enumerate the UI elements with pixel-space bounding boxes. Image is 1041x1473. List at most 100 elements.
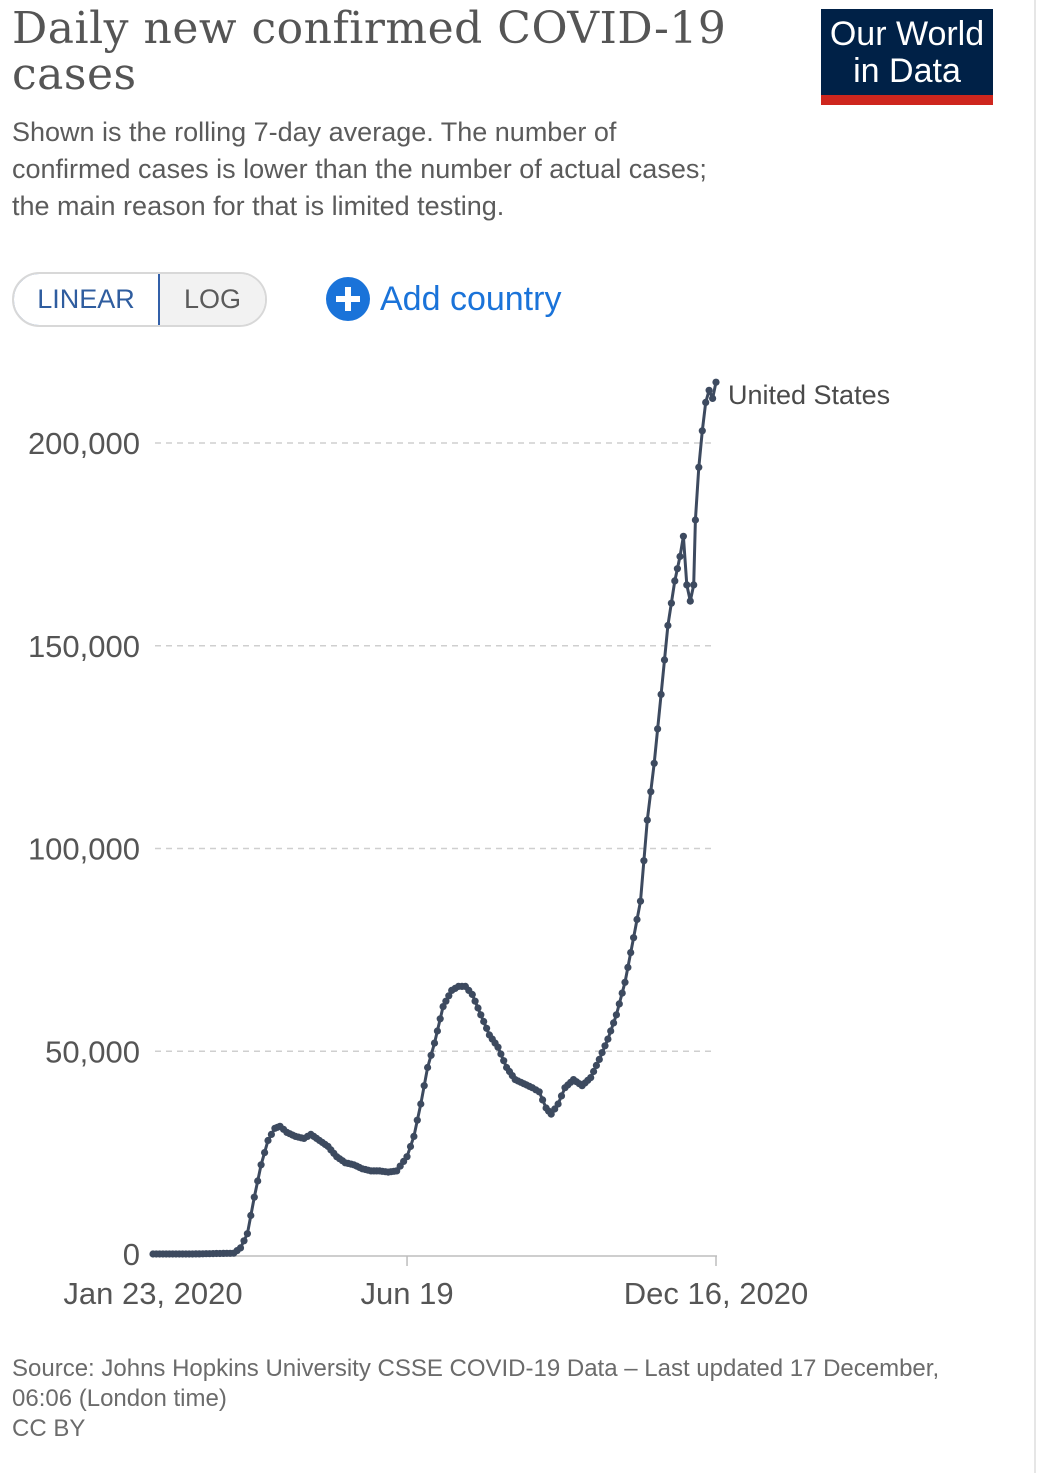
linear-scale-button[interactable]: LINEAR [14,274,160,325]
x-tick-label: Jan 23, 2020 [63,1276,242,1311]
data-point [240,1237,248,1245]
line-chart: 0 50,000 100,000 150,000 200,000 Jan 23, 2020… [28,378,890,1311]
data-point [243,1230,251,1238]
data-point [557,1092,566,1100]
chart-footer: Source: Johns Hopkins University CSSE CO… [12,1354,972,1444]
data-point [554,1100,562,1108]
add-country-button[interactable]: Add country [326,276,561,322]
data-point [468,990,476,999]
data-point [403,1153,411,1161]
data-point [436,1015,444,1023]
data-point [410,1132,418,1140]
plus-circle-icon [326,277,370,321]
data-point [640,857,648,865]
data-point [433,1027,441,1035]
data-point [654,725,662,733]
logo-text: Our World in Data [829,15,985,90]
data-point [695,463,703,471]
data-point [500,1057,508,1065]
data-point [427,1051,435,1059]
data-point [633,915,641,924]
data-point [671,577,679,585]
data-point [712,378,720,386]
data-point [592,1061,601,1069]
data-point [636,897,645,905]
source-note: Source: Johns Hopkins University CSSE CO… [12,1355,940,1412]
data-point [705,386,713,394]
y-tick-label: 0 [123,1237,140,1272]
data-point [477,1011,485,1019]
data-point [413,1116,421,1124]
data-point [417,1100,425,1108]
data-point [604,1035,612,1043]
data-point [667,599,676,607]
x-tick-label: Dec 16, 2020 [624,1276,808,1311]
data-point [474,1004,482,1012]
logo-accent-bar [821,95,993,105]
data-point [647,788,655,796]
data-point [250,1193,258,1201]
data-point [598,1049,606,1057]
data-point [442,997,450,1005]
data-point [621,978,629,986]
data-point [539,1096,547,1104]
data-point [471,997,479,1005]
series-line-united-states [153,381,718,1256]
data-point [430,1039,439,1047]
data-point [630,934,638,942]
owid-logo[interactable]: Our World in Data [821,9,993,105]
data-point [673,565,682,573]
data-point [702,398,710,406]
data-point [618,989,626,997]
data-point [247,1211,255,1220]
data-point [590,1067,598,1076]
data-point [483,1024,491,1032]
data-point [615,1000,623,1008]
data-point [267,1130,275,1138]
data-point [627,949,635,957]
data-point [547,1110,555,1118]
series-label-united-states: United States [728,380,890,410]
chart-title: Daily new confirmed COVID-19 cases [12,3,727,100]
data-point [664,621,672,630]
data-point [610,1019,618,1027]
data-point [406,1142,415,1151]
data-point [535,1088,543,1096]
data-point [624,963,632,972]
data-point [261,1149,269,1157]
data-point [264,1136,272,1145]
data-point [494,1043,502,1051]
data-point [690,581,698,589]
data-point [439,1003,447,1011]
y-tick-label: 150,000 [28,629,140,664]
data-point [612,1011,621,1019]
add-country-label: Add country [380,279,562,318]
data-point [657,690,665,698]
data-point [254,1177,262,1185]
data-point [424,1063,432,1072]
data-point [679,532,688,540]
data-point [709,394,717,402]
data-point [257,1161,265,1169]
y-tick-label: 200,000 [28,426,140,461]
data-point [643,816,651,824]
data-point [660,656,669,664]
x-tick-label: Jun 19 [360,1276,453,1311]
data-point [698,427,706,435]
data-point [497,1050,505,1058]
log-scale-button[interactable]: LOG [160,274,265,325]
data-point [480,1017,488,1026]
data-point [607,1027,615,1035]
y-tick-label: 50,000 [45,1034,140,1069]
data-point [691,516,700,524]
data-point [601,1042,609,1050]
page-edge-rule [1034,0,1036,1473]
data-point [445,992,453,1000]
data-point [676,552,684,561]
scale-toggle: LINEAR LOG [12,272,267,327]
y-tick-label: 100,000 [28,832,140,867]
data-point [420,1082,428,1090]
data-point [236,1244,245,1252]
data-point [686,597,694,605]
data-point [683,581,691,589]
